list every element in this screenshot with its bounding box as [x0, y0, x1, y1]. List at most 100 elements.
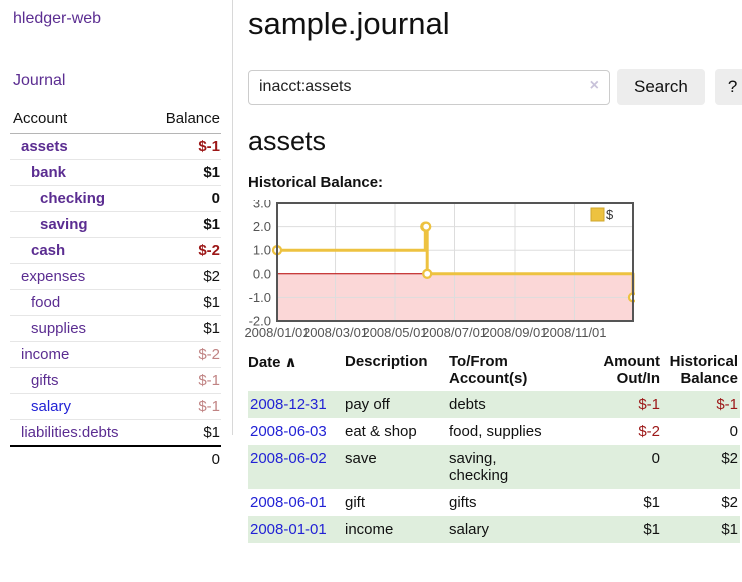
account-link-salary[interactable]: salary — [31, 398, 72, 415]
account-balance: 0 — [147, 185, 221, 212]
svg-text:2008/11/01: 2008/11/01 — [542, 325, 606, 340]
transaction-accounts: debts — [449, 396, 486, 413]
transaction-amount: 0 — [651, 450, 660, 467]
account-balance: $-1 — [147, 393, 221, 420]
account-link-checking[interactable]: checking — [40, 190, 106, 207]
transaction-amount: $-1 — [638, 396, 660, 413]
app-title-link[interactable]: hledger-web — [13, 10, 102, 27]
sidebar-item-journal[interactable]: Journal — [13, 72, 66, 89]
account-link-food[interactable]: food — [31, 294, 61, 311]
account-link-supplies[interactable]: supplies — [31, 320, 87, 337]
account-balance: $1 — [147, 211, 221, 238]
account-row: food $1 — [10, 289, 221, 316]
page-title: sample.journal — [248, 6, 450, 41]
date-column-header[interactable]: Date ∧ — [248, 351, 345, 391]
account-row: income $-2 — [10, 341, 221, 368]
accounts-total-row: 0 — [10, 445, 221, 472]
transaction-balance: $1 — [721, 521, 738, 538]
transaction-balance: $2 — [721, 450, 738, 467]
svg-text:-1.0: -1.0 — [249, 290, 271, 305]
transaction-description: gift — [345, 494, 366, 511]
transaction-date-link[interactable]: 2008-06-03 — [250, 423, 327, 440]
transaction-amount: $1 — [643, 494, 660, 511]
transaction-date-link[interactable]: 2008-06-02 — [250, 450, 327, 467]
svg-text:2.0: 2.0 — [253, 219, 271, 234]
svg-text:2008/03/01: 2008/03/01 — [303, 325, 368, 340]
account-row: assets $-1 — [10, 133, 221, 160]
search-input[interactable] — [248, 69, 610, 105]
register-row: 2008-06-02 save saving, checking 0 $2 — [248, 445, 740, 489]
balance-chart-svg: $3.0 2.0 1.0 0.0 -1.0 -2.02008/01/012008/03/0… — [244, 200, 635, 340]
transaction-amount: $-2 — [638, 423, 660, 440]
account-link-cash[interactable]: cash — [31, 242, 66, 259]
transaction-date-link[interactable]: 2008-12-31 — [250, 396, 327, 413]
accounts-table-header: Account Balance — [10, 107, 221, 134]
register-row: 2008-06-01 gift gifts $1 $2 — [248, 489, 740, 516]
account-balance: $2 — [147, 263, 221, 290]
svg-text:2008/09/01: 2008/09/01 — [482, 325, 547, 340]
svg-text:2008/01/01: 2008/01/01 — [244, 325, 309, 340]
svg-text:-2.0: -2.0 — [249, 314, 271, 329]
account-column-header: Account — [10, 107, 148, 134]
account-balance: $1 — [147, 159, 221, 186]
svg-text:2008/07/01: 2008/07/01 — [422, 325, 487, 340]
account-row: cash $-2 — [10, 237, 221, 264]
balance-column-header: Historical Balance — [669, 353, 738, 387]
register-row: 2008-01-01 income salary $1 $1 — [248, 516, 740, 543]
description-column-header: Description — [345, 353, 428, 370]
account-link-liabilities-debts[interactable]: liabilities:debts — [21, 424, 119, 441]
account-balance: $1 — [147, 289, 221, 316]
transaction-amount: $1 — [643, 521, 660, 538]
transaction-description: save — [345, 450, 377, 467]
account-balance: $1 — [147, 315, 221, 342]
transaction-accounts: food, supplies — [449, 423, 542, 440]
account-link-expenses[interactable]: expenses — [21, 268, 86, 285]
svg-text:3.0: 3.0 — [253, 200, 271, 211]
account-row: liabilities:debts $1 — [10, 419, 221, 447]
account-balance: $1 — [147, 419, 221, 447]
account-link-gifts[interactable]: gifts — [31, 372, 59, 389]
search-button[interactable]: Search — [617, 69, 705, 105]
account-link-assets[interactable]: assets — [21, 138, 68, 155]
account-row: expenses $2 — [10, 263, 221, 290]
transaction-date-link[interactable]: 2008-06-01 — [250, 494, 327, 511]
clear-search-icon[interactable]: × — [589, 76, 599, 94]
account-balance: $-2 — [147, 237, 221, 264]
account-row: bank $1 — [10, 159, 221, 186]
account-heading: assets — [248, 126, 327, 156]
svg-text:1.0: 1.0 — [253, 243, 271, 258]
account-balance: $-2 — [147, 341, 221, 368]
account-balance: $-1 — [147, 133, 221, 160]
register-row: 2008-06-03 eat & shop food, supplies $-2… — [248, 418, 740, 445]
svg-text:2008/05/01: 2008/05/01 — [362, 325, 427, 340]
accounts-total-value: 0 — [10, 445, 221, 472]
account-row: saving $1 — [10, 211, 221, 238]
transaction-balance: 0 — [729, 423, 738, 440]
transaction-accounts: saving, checking — [449, 450, 509, 484]
account-row: gifts $-1 — [10, 367, 221, 394]
amount-column-header: Amount Out/In — [603, 353, 660, 387]
historical-balance-chart: $3.0 2.0 1.0 0.0 -1.0 -2.0 2008/01/01 2008/03/0… — [243, 200, 735, 342]
accounts-column-header: To/From Account(s) — [449, 353, 528, 387]
accounts-balance-table: Account Balance assets $-1 bank $1 check… — [10, 107, 221, 472]
transaction-description: eat & shop — [345, 423, 417, 440]
search-form: × Search ? — [248, 69, 742, 105]
transaction-accounts: gifts — [449, 494, 477, 511]
svg-text:$: $ — [606, 207, 614, 222]
transaction-description: pay off — [345, 396, 390, 413]
search-help-button[interactable]: ? — [714, 69, 742, 105]
account-link-bank[interactable]: bank — [31, 164, 67, 181]
balance-column-header: Balance — [147, 107, 221, 134]
transaction-balance: $-1 — [716, 396, 738, 413]
account-row: checking 0 — [10, 185, 221, 212]
transaction-balance: $2 — [721, 494, 738, 511]
date-header-label: Date — [248, 354, 281, 371]
account-link-saving[interactable]: saving — [40, 216, 88, 233]
account-link-income[interactable]: income — [21, 346, 70, 363]
account-row: salary $-1 — [10, 393, 221, 420]
register-table: Date ∧ Description To/From Account(s) Amo… — [248, 351, 740, 543]
sort-ascending-icon: ∧ — [284, 354, 297, 371]
transaction-description: income — [345, 521, 394, 538]
transaction-date-link[interactable]: 2008-01-01 — [250, 521, 327, 538]
account-row: supplies $1 — [10, 315, 221, 342]
